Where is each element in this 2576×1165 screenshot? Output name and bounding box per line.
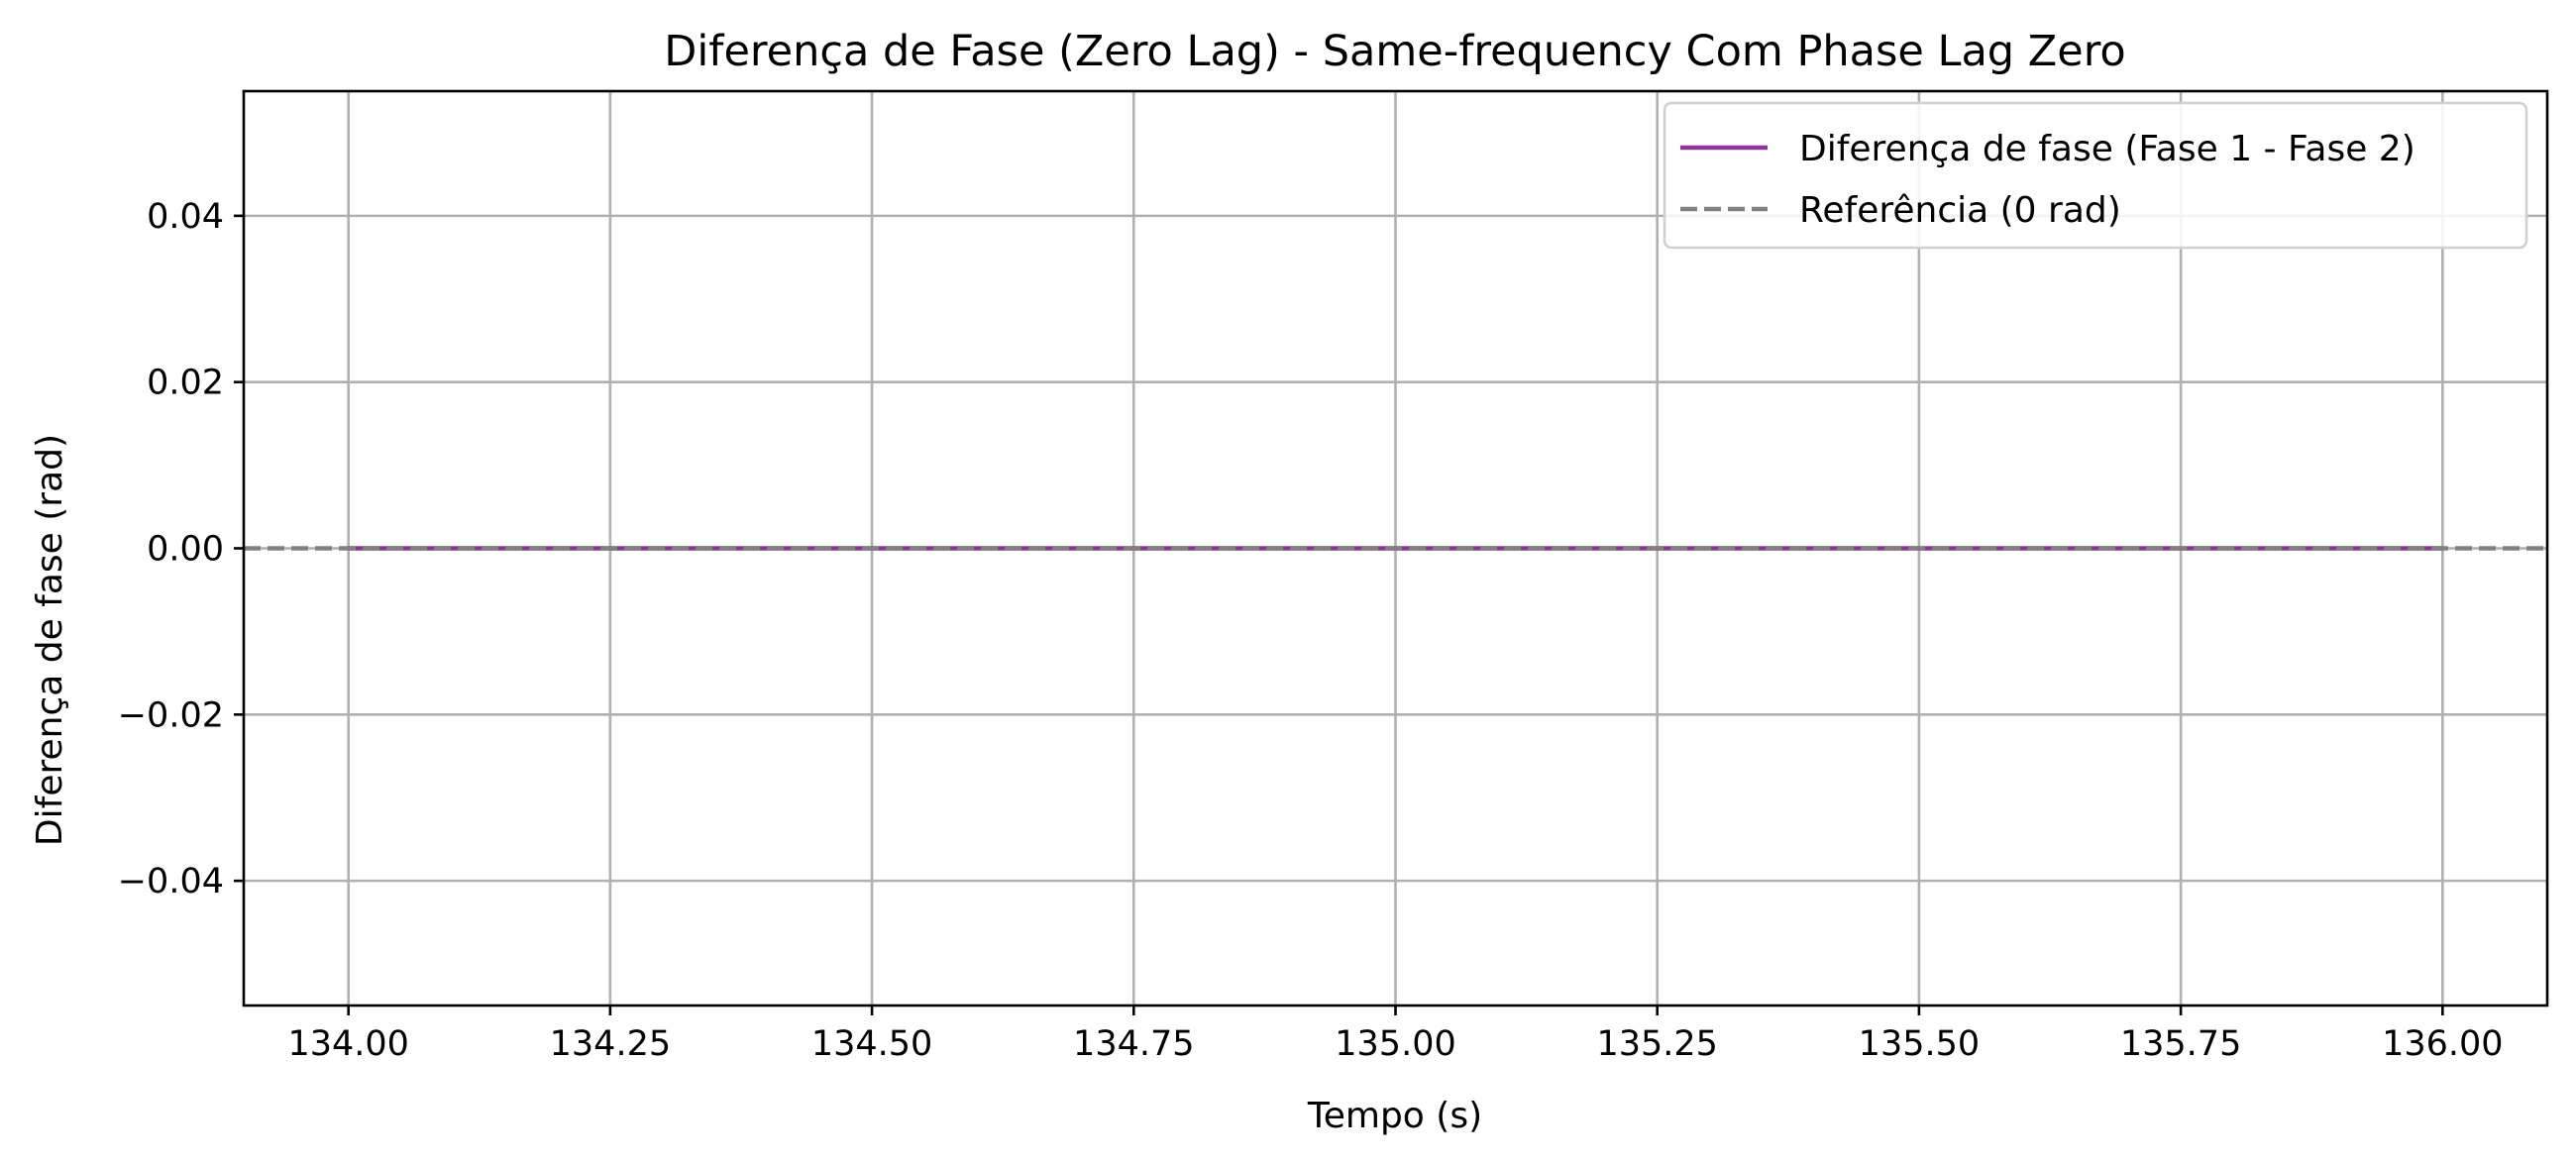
y-tick-label: 0.00 [147,530,224,570]
y-tick-label: 0.04 [147,197,224,237]
legend-entry-label: Referência (0 rad) [1799,190,2121,231]
y-tick-label: 0.02 [147,364,224,403]
x-tick-label: 135.00 [1335,1024,1455,1064]
chart-title: Diferença de Fase (Zero Lag) - Same-freq… [664,27,2125,76]
x-tick-label: 134.25 [550,1024,671,1064]
x-tick-label: 135.50 [1859,1024,1980,1064]
x-tick-label: 136.00 [2382,1024,2503,1064]
x-tick-label: 135.75 [2120,1024,2241,1064]
legend: Diferença de fase (Fase 1 - Fase 2) Refer… [1663,101,2528,250]
legend-box [1663,101,2528,250]
x-tick-label: 135.25 [1596,1024,1717,1064]
y-axis-label: Diferença de fase (rad) [30,434,70,846]
y-tick-label: −0.02 [118,695,224,735]
x-axis-label: Tempo (s) [1307,1096,1482,1136]
x-tick-label: 134.75 [1073,1024,1194,1064]
x-tick-label: 134.50 [811,1024,932,1064]
legend-entry-label: Diferença de fase (Fase 1 - Fase 2) [1799,129,2415,169]
x-tick-label: 134.00 [287,1024,408,1064]
y-tick-label: −0.04 [118,862,224,901]
